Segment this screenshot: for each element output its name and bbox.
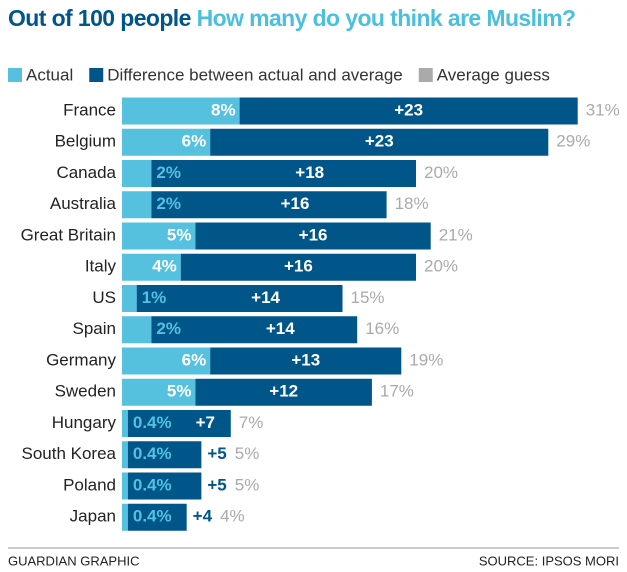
actual-label: 6%	[182, 132, 207, 151]
category-label: US	[92, 288, 116, 307]
difference-bar	[127, 472, 202, 500]
difference-bar	[180, 253, 416, 281]
average-guess-label: 29%	[556, 132, 590, 151]
actual-label: 2%	[156, 194, 181, 213]
chart-subtitle: How many do you think are Muslim?	[196, 5, 577, 31]
average-guess-label: 16%	[365, 319, 399, 338]
difference-bar	[136, 285, 343, 312]
difference-bar	[210, 128, 549, 156]
difference-label: +12	[269, 382, 298, 401]
difference-label: +7	[196, 413, 215, 432]
footer-credit: GUARDIAN GRAPHIC	[8, 553, 139, 568]
difference-label: +5	[207, 475, 226, 494]
category-label: Great Britain	[21, 225, 116, 244]
difference-label: +23	[365, 132, 394, 151]
average-guess-label: 18%	[395, 194, 429, 213]
category-label: Germany	[46, 350, 116, 369]
actual-label: 0.4%	[133, 444, 172, 463]
average-guess-label: 20%	[424, 257, 458, 276]
actual-bar	[122, 97, 240, 125]
actual-label: 2%	[156, 163, 181, 182]
actual-bar	[122, 253, 181, 281]
actual-bar	[122, 316, 152, 344]
difference-bar	[195, 378, 372, 406]
average-guess-label: 15%	[351, 288, 385, 307]
actual-label: 0.4%	[133, 507, 172, 526]
difference-label: +23	[394, 100, 423, 119]
average-guess-label: 5%	[235, 475, 260, 494]
category-label: Poland	[63, 475, 116, 494]
difference-label: +5	[207, 444, 226, 463]
legend-label: Difference between actual and average	[107, 65, 403, 84]
footer-source: SOURCE: IPSOS MORI	[479, 553, 619, 568]
legend-label: Actual	[26, 65, 73, 84]
category-label: Hungary	[52, 413, 117, 432]
chart-title: Out of 100 people	[8, 5, 191, 31]
actual-label: 1%	[142, 288, 167, 307]
actual-bar	[122, 472, 128, 500]
average-guess-label: 7%	[239, 413, 264, 432]
actual-label: 2%	[156, 319, 181, 338]
difference-label: +16	[281, 194, 310, 213]
actual-label: 4%	[152, 257, 177, 276]
average-guess-label: 4%	[220, 507, 245, 526]
difference-label: +4	[193, 507, 213, 526]
actual-bar	[122, 347, 211, 375]
legend-swatch	[8, 68, 22, 82]
actual-label: 8%	[211, 100, 236, 119]
category-label: Belgium	[55, 132, 116, 151]
actual-label: 5%	[167, 382, 192, 401]
actual-bar	[122, 160, 152, 187]
category-label: Italy	[85, 257, 117, 276]
difference-bar	[151, 160, 416, 187]
difference-bar	[151, 316, 358, 344]
actual-bar	[122, 222, 196, 250]
difference-label: +14	[266, 319, 295, 338]
average-guess-label: 21%	[439, 225, 473, 244]
actual-bar	[122, 441, 128, 469]
legend-label: Average guess	[437, 65, 550, 84]
category-label: Sweden	[55, 382, 116, 401]
difference-bar	[127, 503, 187, 531]
difference-label: +13	[291, 350, 320, 369]
average-guess-label: 31%	[586, 100, 620, 119]
average-guess-label: 20%	[424, 163, 458, 182]
difference-bar	[210, 347, 402, 375]
difference-bar	[127, 441, 202, 469]
actual-label: 0.4%	[133, 413, 172, 432]
average-guess-label: 19%	[409, 350, 443, 369]
actual-bar	[122, 378, 196, 406]
actual-bar	[122, 128, 211, 156]
actual-label: 5%	[167, 225, 192, 244]
actual-bar	[122, 285, 137, 312]
difference-bar	[151, 191, 387, 219]
chart-heading: Out of 100 people How many do you think …	[8, 4, 608, 33]
actual-bar	[122, 191, 152, 219]
category-label: Canada	[56, 163, 116, 182]
average-guess-label: 17%	[380, 382, 414, 401]
actual-label: 0.4%	[133, 475, 172, 494]
difference-label: +14	[251, 288, 280, 307]
category-label: Japan	[70, 507, 116, 526]
difference-bar	[239, 97, 578, 125]
difference-label: +16	[299, 225, 328, 244]
difference-bar	[127, 410, 231, 437]
difference-bar	[195, 222, 431, 250]
actual-bar	[122, 410, 128, 437]
average-guess-label: 5%	[235, 444, 260, 463]
actual-label: 6%	[182, 350, 207, 369]
category-label: Spain	[73, 319, 116, 338]
difference-label: +16	[284, 257, 313, 276]
category-label: Australia	[50, 194, 117, 213]
legend-swatch	[418, 68, 433, 82]
legend-swatch	[89, 68, 104, 82]
difference-label: +18	[295, 163, 324, 182]
category-label: France	[63, 100, 116, 119]
category-label: South Korea	[21, 444, 116, 463]
actual-bar	[122, 503, 128, 531]
